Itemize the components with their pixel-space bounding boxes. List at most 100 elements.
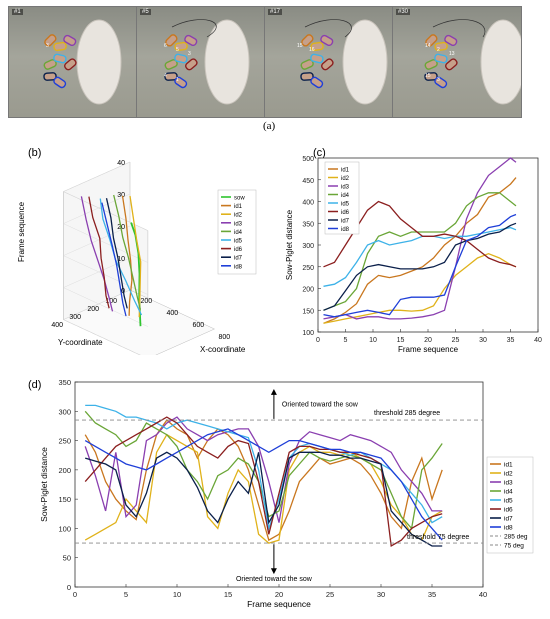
trajectory-trace (432, 19, 486, 38)
frame-number: #17 (268, 9, 283, 15)
series-line-id7 (85, 451, 443, 547)
x-tick-label: 15 (397, 337, 405, 344)
z-tick-label: 10 (117, 256, 125, 263)
y-tick-label: 250 (58, 437, 71, 446)
legend-label: id1 (234, 204, 243, 210)
legend-box (324, 161, 360, 235)
piglet-id-label: 13 (449, 51, 455, 57)
legend-label: 75 deg (504, 543, 524, 550)
frame-number: #30 (396, 9, 411, 15)
grid-line (63, 289, 131, 320)
series-line-id2 (84, 433, 443, 544)
y-tick-label: 100 (105, 298, 117, 305)
x-tick-label: 30 (377, 590, 385, 599)
x-tick-label: 200 (141, 298, 153, 305)
x-axis-label: Frame sequence (247, 599, 311, 609)
legend-label: id2 (504, 471, 513, 478)
piglet-box (164, 59, 178, 70)
piglet-id-label: 5 (176, 47, 179, 53)
sow-body (342, 19, 388, 105)
video-frame: 6 5 3 4 1 #5 (136, 6, 266, 118)
legend-label: 285 deg (504, 534, 528, 541)
legend-label: id6 (504, 507, 513, 514)
y-axis-label: Sow-Piglet distance (285, 209, 294, 280)
x-tick-label: 35 (428, 590, 436, 599)
piglet-box (301, 34, 314, 47)
trajectory-id4 (113, 194, 142, 310)
legend-label: id2 (341, 176, 350, 182)
x-tick-label: 40 (479, 590, 487, 599)
y-tick-label: 50 (63, 554, 71, 563)
piglet-box (165, 34, 178, 47)
y-axis-label: Sow-Piglet distance (39, 447, 49, 522)
trajectory-id7 (105, 198, 128, 309)
grid-line (63, 255, 149, 295)
sow-body (204, 19, 250, 105)
legend-label: id8 (234, 264, 243, 270)
y-tick-label: 200 (87, 306, 99, 313)
piglet-box (300, 59, 314, 70)
piglet-box (164, 72, 178, 81)
x-tick-label: 40 (534, 337, 542, 344)
legend-label: id7 (341, 219, 350, 225)
frame-number: #5 (140, 9, 151, 15)
grid-line (63, 223, 149, 263)
video-frame: 14 2 13 15 3 #30 (392, 6, 522, 118)
series-line-id3 (84, 416, 443, 523)
piglet-id-label: 16 (309, 47, 315, 53)
piglet-box (310, 41, 324, 52)
piglet-box (434, 76, 448, 89)
y-tick-label: 350 (302, 221, 314, 228)
legend-label: id5 (504, 498, 513, 505)
y-tick-label: 400 (302, 200, 314, 207)
sow-body (76, 19, 122, 105)
series-line-id8 (84, 428, 443, 541)
piglet-id-label: 3 (437, 77, 440, 83)
piglet-box (174, 53, 188, 64)
x-tick-label: 5 (124, 590, 128, 599)
piglet-box (174, 76, 188, 89)
video-frames-strip: 3 #1 6 5 3 4 1 #5 15 16 #17 14 2 13 15 3 #30 (0, 0, 550, 136)
piglet-box (434, 53, 448, 64)
threshold-label-75: threshold 75 degree (407, 534, 469, 541)
y-tick-label: 150 (302, 308, 314, 315)
arrow-up-head (270, 389, 277, 395)
piglet-box (53, 53, 67, 64)
series-line-id7 (323, 222, 517, 311)
panel-label-d: (d) (28, 379, 41, 391)
legend-label: id1 (504, 462, 513, 469)
y-tick-label: 300 (58, 407, 71, 416)
y-tick-label: 300 (69, 314, 81, 321)
legend-label: id6 (341, 210, 350, 216)
grid-line (63, 225, 131, 256)
trajectory-trace (304, 19, 352, 38)
x-tick-label: 800 (219, 334, 231, 341)
sow-body (480, 19, 521, 105)
piglet-box (424, 72, 438, 81)
panel-label-a: (a) (263, 120, 276, 132)
arrow-down-head (270, 568, 277, 575)
x-tick-label: 0 (316, 337, 320, 344)
video-frame: 3 #1 (8, 6, 138, 118)
y-tick-label: 0 (67, 583, 71, 592)
y-axis-label: Y-coordinate (58, 338, 103, 347)
piglet-box (300, 72, 314, 81)
legend-label: id2 (234, 213, 243, 219)
legend-label: sow (234, 196, 245, 202)
trajectory-id2 (129, 195, 142, 318)
piglet-id-label: 14 (425, 43, 431, 49)
z-tick-label: 30 (117, 192, 125, 199)
series-line-id1 (323, 177, 517, 324)
y-tick-label: 200 (58, 466, 71, 475)
x-tick-label: 5 (344, 337, 348, 344)
legend-label: id4 (234, 230, 243, 236)
legend-label: id5 (341, 202, 350, 208)
legend-label: id7 (504, 516, 513, 523)
y-tick-label: 100 (302, 330, 314, 337)
y-tick-label: 500 (302, 156, 314, 163)
y-tick-label: 400 (51, 322, 63, 329)
trajectory-id3 (80, 196, 114, 312)
y-tick-label: 100 (58, 524, 71, 533)
grid-line (63, 161, 131, 192)
piglet-id-label: 4 (164, 73, 167, 79)
